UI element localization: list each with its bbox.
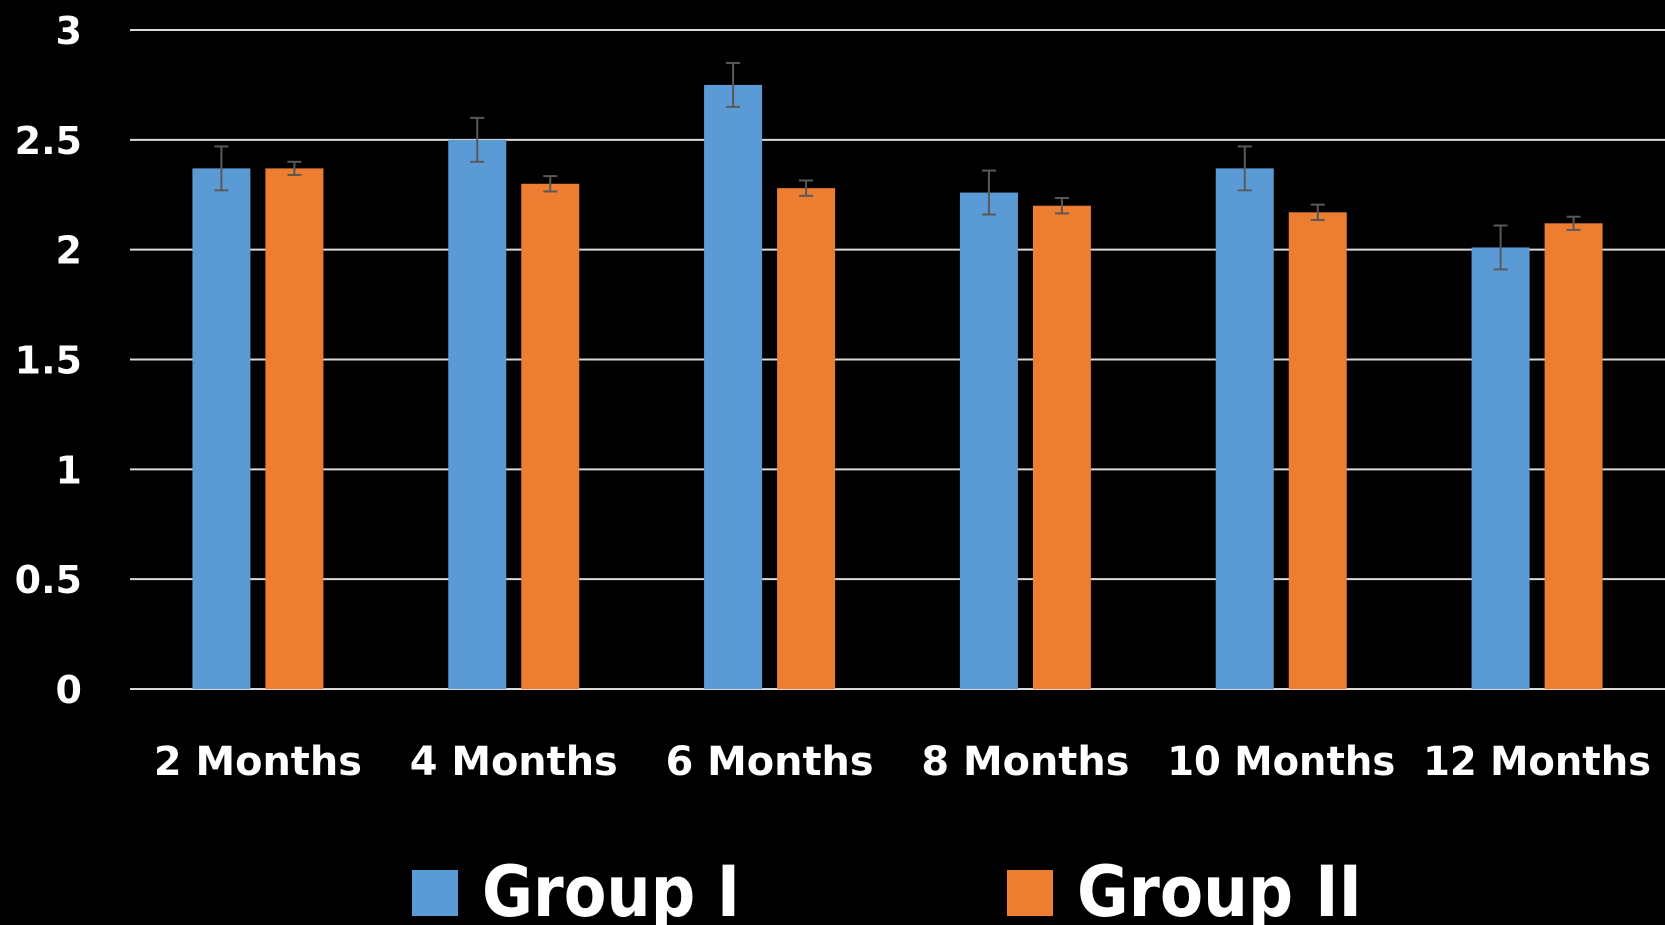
bar-group-i-2-months: [192, 168, 251, 689]
bar-group-i-10-months: [1215, 168, 1274, 689]
bar-group-ii-12-months: [1544, 223, 1603, 689]
bar-group-ii-4-months: [521, 183, 580, 689]
y-tick-label: 2.5: [15, 119, 82, 163]
legend-label-group-ii: Group II: [1077, 851, 1362, 925]
x-tick-label: 10 Months: [1167, 739, 1395, 785]
y-tick-label: 1: [56, 448, 82, 492]
y-tick-label: 0.5: [15, 558, 82, 602]
y-axis-ticks: 0 0.5 1 1.5 2 2.5 3: [15, 9, 82, 712]
gridlines: [130, 29, 1665, 690]
bar-group-ii-6-months: [777, 188, 836, 689]
bar-group-i-6-months: [704, 84, 763, 689]
y-tick-label: 3: [56, 9, 82, 53]
x-tick-label: 8 Months: [921, 739, 1129, 785]
bar-group-ii-10-months: [1288, 212, 1347, 689]
bars: [192, 84, 1603, 690]
bar-group-i-4-months: [448, 139, 507, 690]
y-tick-label: 1.5: [15, 339, 82, 383]
legend-swatch-group-ii: [1007, 870, 1053, 916]
bar-group-ii-8-months: [1032, 205, 1091, 689]
legend-swatch-group-i: [412, 870, 458, 916]
x-axis-ticks: 2 Months 4 Months 6 Months 8 Months 10 Month…: [154, 739, 1651, 785]
x-tick-label: 6 Months: [666, 739, 874, 785]
y-tick-label: 0: [56, 668, 82, 712]
x-tick-label: 12 Months: [1423, 739, 1651, 785]
y-tick-label: 2: [56, 229, 82, 273]
bar-group-i-8-months: [959, 192, 1018, 689]
bar-group-i-12-months: [1471, 247, 1530, 689]
bar-group-ii-2-months: [265, 168, 324, 689]
x-tick-label: 2 Months: [154, 739, 362, 785]
legend-label-group-i: Group I: [482, 851, 740, 925]
legend: Group I Group II: [412, 851, 1362, 925]
x-tick-label: 4 Months: [410, 739, 618, 785]
error-bars: [214, 61, 1581, 271]
